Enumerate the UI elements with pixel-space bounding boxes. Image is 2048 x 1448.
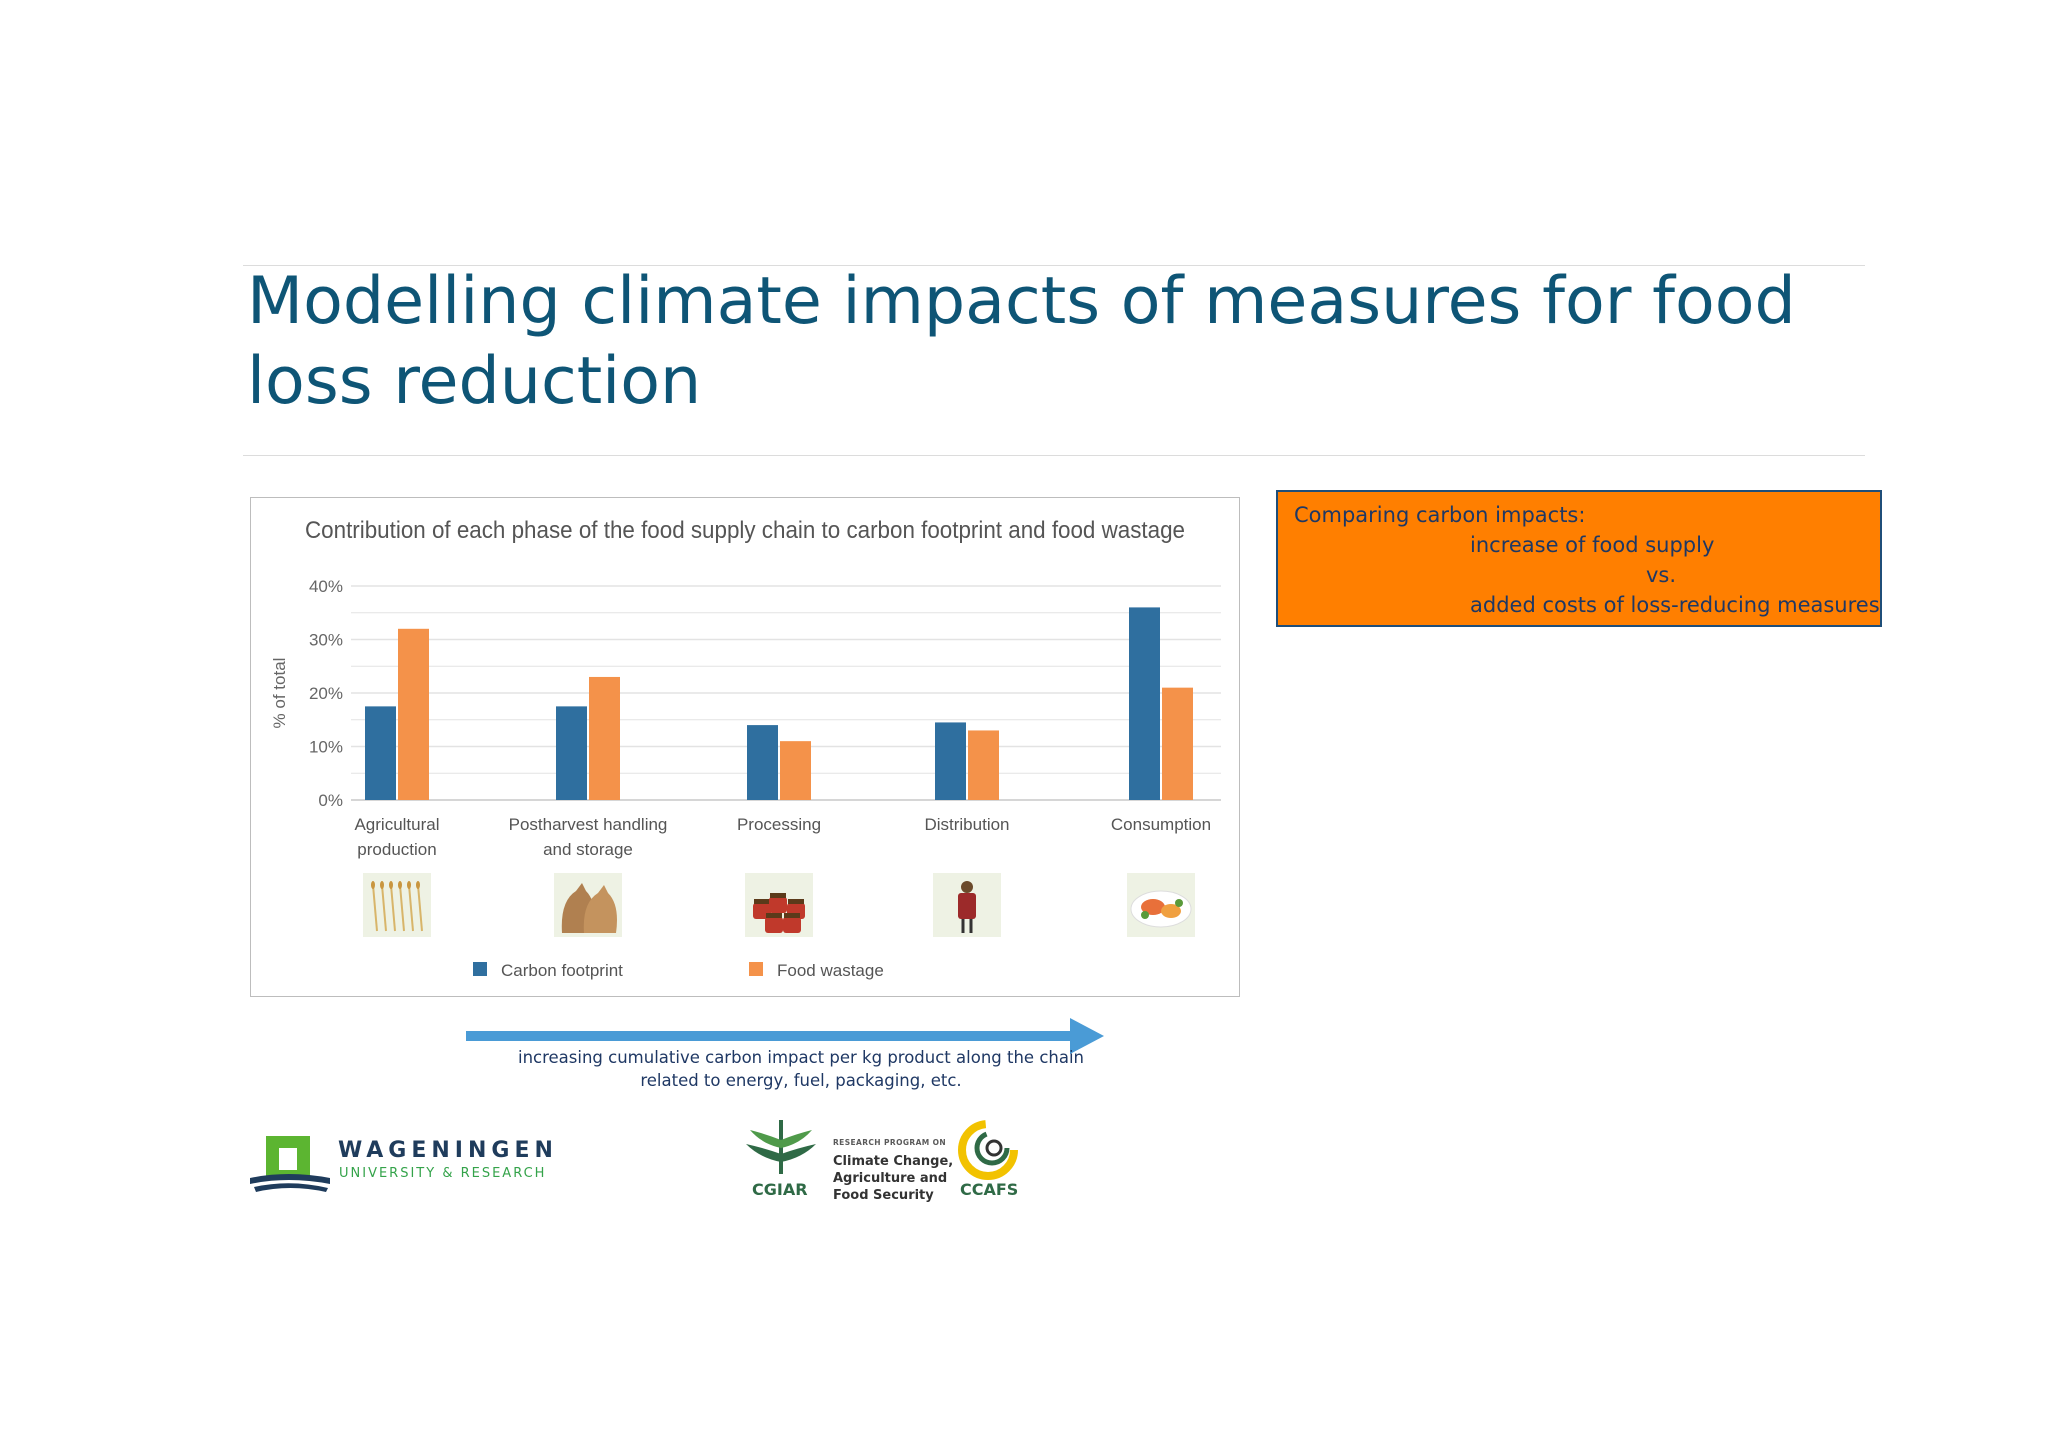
y-tick-label: 0% — [318, 791, 343, 810]
y-tick-label: 20% — [309, 684, 343, 703]
y-tick-label: 40% — [309, 577, 343, 596]
category-label: Consumption — [1111, 815, 1211, 834]
food-wastage-bar — [780, 741, 811, 800]
arrow-shaft — [466, 1031, 1078, 1041]
category-label: Postharvest handling — [509, 815, 668, 834]
shopkeeper-icon — [933, 873, 1001, 937]
callout-box: Comparing carbon impacts: increase of fo… — [1276, 490, 1882, 627]
chart-frame: Contribution of each phase of the food s… — [250, 497, 1240, 997]
y-tick-label: 10% — [309, 738, 343, 757]
wageningen-name: WAGENINGEN — [338, 1138, 558, 1163]
food-wastage-bar — [398, 628, 429, 800]
ccafs-text: CCAFS — [960, 1180, 1019, 1199]
category-label: and storage — [543, 840, 633, 859]
arrow-caption-line-1: increasing cumulative carbon impact per … — [518, 1048, 1084, 1067]
food-wastage-bar — [968, 730, 999, 800]
carbon-footprint-bar — [935, 722, 966, 800]
program-line-1: Climate Change, — [833, 1154, 954, 1169]
chart-title: Contribution of each phase of the food s… — [305, 517, 1185, 544]
y-axis-label: % of total — [270, 658, 289, 729]
cgiar-logo-icon — [746, 1120, 816, 1174]
top-rule — [243, 265, 1865, 266]
bottom-rule — [243, 455, 1865, 456]
arrow-head — [1070, 1018, 1104, 1054]
grain-sacks-icon — [554, 873, 622, 937]
arrow-caption-line-2: related to energy, fuel, packaging, etc. — [640, 1071, 962, 1090]
program-line-3: Food Security — [833, 1188, 934, 1203]
callout-line-2: increase of food supply — [1470, 533, 1715, 557]
program-small-text: RESEARCH PROGRAM ON — [833, 1138, 947, 1147]
food-wastage-bar — [589, 676, 620, 800]
legend-label-wastage: Food wastage — [777, 961, 884, 980]
y-tick-label: 30% — [309, 631, 343, 650]
carbon-footprint-bar — [747, 725, 778, 800]
wageningen-logo-icon — [250, 1136, 330, 1192]
callout-line-1: Comparing carbon impacts: — [1294, 503, 1586, 527]
carbon-footprint-bar — [556, 706, 587, 800]
category-label: Processing — [737, 815, 821, 834]
category-label: Agricultural — [354, 815, 439, 834]
cgiar-text: CGIAR — [752, 1180, 808, 1199]
ccafs-logo-icon — [958, 1120, 1018, 1180]
program-line-2: Agriculture and — [833, 1171, 948, 1186]
slide-title: Modelling climate impacts of measures fo… — [247, 264, 1796, 419]
legend-label-carbon: Carbon footprint — [501, 961, 623, 980]
food-plate-icon — [1127, 873, 1195, 937]
jars-icon — [745, 873, 813, 937]
callout-line-3: vs. — [1646, 563, 1677, 587]
callout-line-4: added costs of loss-reducing measures — [1470, 593, 1880, 617]
category-label: production — [357, 840, 436, 859]
progress-arrow — [466, 1018, 1104, 1054]
legend-swatch-wastage — [749, 962, 763, 976]
food-wastage-bar — [1162, 687, 1193, 800]
carbon-footprint-bar — [365, 706, 396, 800]
wheat-icon — [363, 873, 431, 937]
legend-swatch-carbon — [473, 962, 487, 976]
carbon-footprint-bar — [1129, 607, 1160, 800]
bar-chart: Contribution of each phase of the food s… — [270, 517, 1221, 980]
wageningen-subtitle: UNIVERSITY & RESEARCH — [339, 1166, 547, 1181]
category-label: Distribution — [924, 815, 1009, 834]
